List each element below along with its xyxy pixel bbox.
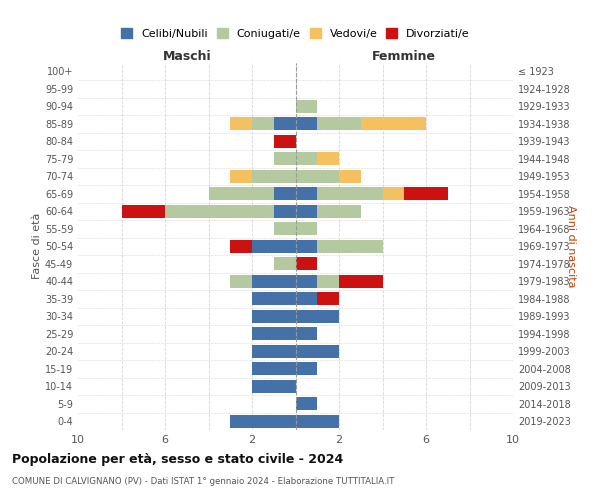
Bar	[317, 292, 339, 306]
Legend: Celibi/Nubili, Coniugati/e, Vedovi/e, Divorziati/e: Celibi/Nubili, Coniugati/e, Vedovi/e, Di…	[116, 24, 475, 44]
Bar	[296, 187, 317, 200]
Bar	[296, 204, 317, 218]
Bar	[252, 327, 296, 340]
Bar	[383, 187, 404, 200]
Bar	[296, 274, 317, 288]
Bar	[296, 222, 317, 235]
Bar	[317, 117, 361, 130]
Bar	[274, 187, 296, 200]
Bar	[296, 152, 317, 166]
Bar	[230, 414, 296, 428]
Bar	[252, 344, 296, 358]
Bar	[252, 362, 296, 376]
Bar	[317, 240, 383, 253]
Bar	[252, 170, 296, 183]
Bar	[296, 414, 339, 428]
Bar	[274, 204, 296, 218]
Bar	[339, 274, 383, 288]
Text: Maschi: Maschi	[163, 50, 211, 62]
Bar	[317, 274, 339, 288]
Bar	[296, 100, 317, 113]
Bar	[252, 292, 296, 306]
Bar	[274, 222, 296, 235]
Bar	[317, 204, 361, 218]
Text: COMUNE DI CALVIGNANO (PV) - Dati ISTAT 1° gennaio 2024 - Elaborazione TUTTITALIA: COMUNE DI CALVIGNANO (PV) - Dati ISTAT 1…	[12, 478, 394, 486]
Bar	[252, 117, 274, 130]
Bar	[296, 292, 317, 306]
Text: Popolazione per età, sesso e stato civile - 2024: Popolazione per età, sesso e stato civil…	[12, 452, 343, 466]
Bar	[165, 204, 274, 218]
Bar	[274, 117, 296, 130]
Y-axis label: Anni di nascita: Anni di nascita	[566, 205, 576, 288]
Bar	[274, 134, 296, 148]
Y-axis label: Fasce di età: Fasce di età	[32, 213, 42, 280]
Bar	[317, 187, 383, 200]
Bar	[296, 397, 317, 410]
Bar	[317, 152, 339, 166]
Bar	[361, 117, 426, 130]
Bar	[296, 117, 317, 130]
Bar	[209, 187, 274, 200]
Bar	[404, 187, 448, 200]
Bar	[252, 274, 296, 288]
Bar	[274, 152, 296, 166]
Bar	[296, 344, 339, 358]
Bar	[252, 240, 296, 253]
Bar	[296, 257, 317, 270]
Bar	[252, 310, 296, 323]
Bar	[296, 327, 317, 340]
Bar	[230, 240, 252, 253]
Bar	[230, 117, 252, 130]
Text: Femmine: Femmine	[372, 50, 436, 62]
Bar	[252, 380, 296, 393]
Bar	[230, 170, 252, 183]
Bar	[296, 240, 317, 253]
Bar	[296, 170, 339, 183]
Bar	[296, 310, 339, 323]
Bar	[121, 204, 165, 218]
Bar	[274, 257, 296, 270]
Bar	[230, 274, 252, 288]
Bar	[296, 362, 317, 376]
Bar	[339, 170, 361, 183]
